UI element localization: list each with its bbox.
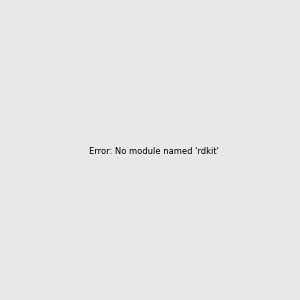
Text: Error: No module named 'rdkit': Error: No module named 'rdkit' bbox=[89, 147, 219, 156]
